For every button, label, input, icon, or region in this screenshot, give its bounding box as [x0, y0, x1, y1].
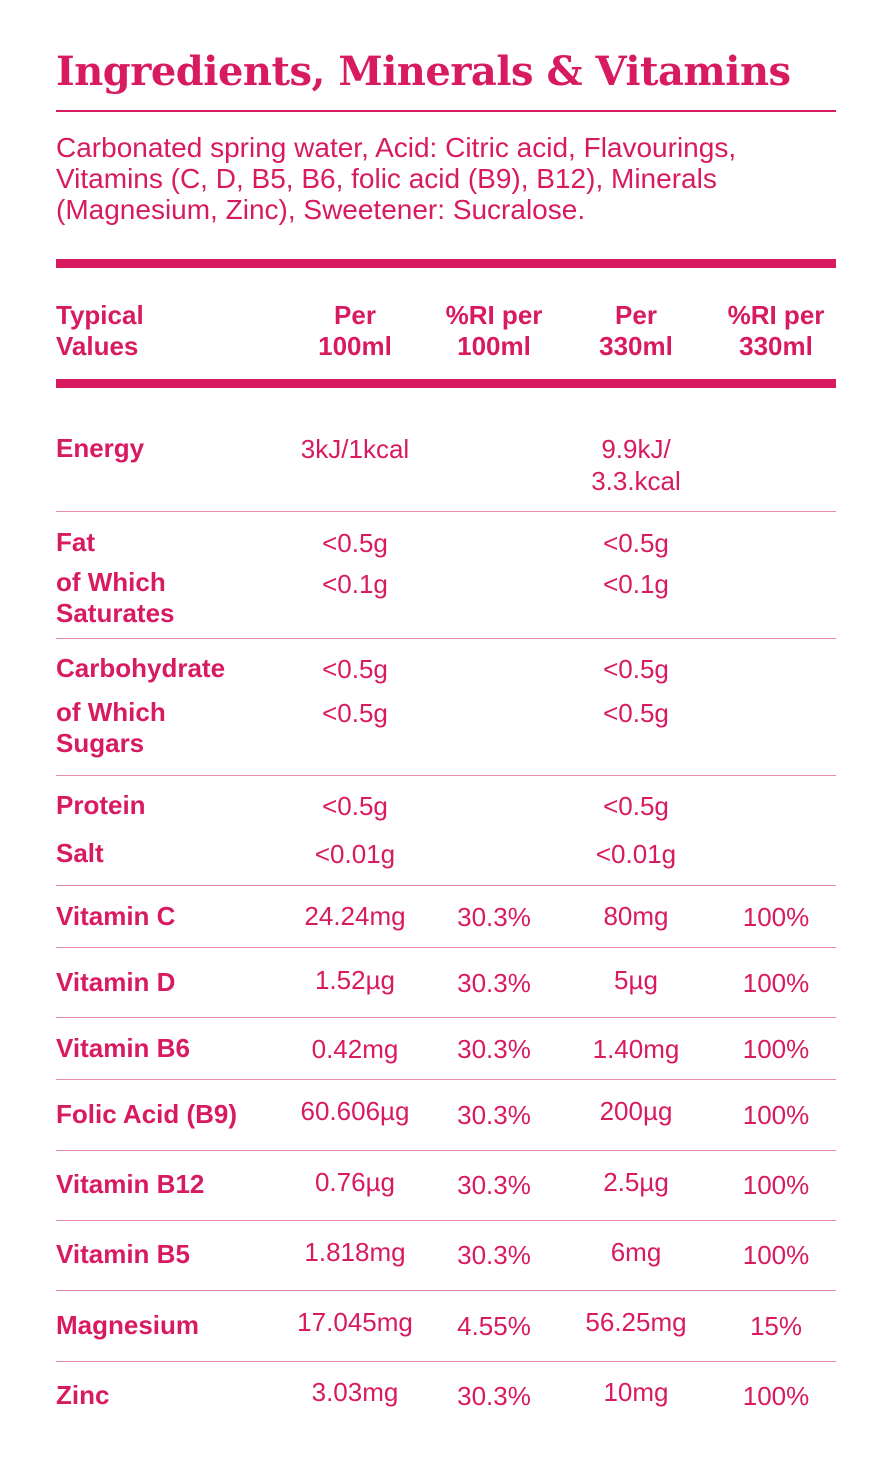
- value-per-100ml: 1.818mg: [304, 1237, 406, 1267]
- row-divider: [56, 1079, 836, 1080]
- value-ri-per-330ml: 100%: [742, 968, 810, 998]
- row-divider: [56, 885, 836, 886]
- value-per-100ml: 17.045mg: [297, 1307, 413, 1337]
- value-per-100ml: <0.01g: [314, 839, 396, 869]
- row-label: Vitamin B5: [56, 1239, 190, 1269]
- page-title: Ingredients, Minerals & Vitamins: [56, 48, 791, 95]
- row-divider: [56, 511, 836, 512]
- value-per-330ml: <0.1g: [603, 569, 669, 599]
- value-ri-per-330ml: 100%: [742, 902, 810, 932]
- value-per-100ml: <0.1g: [322, 569, 388, 599]
- row-divider: [56, 1220, 836, 1221]
- value-per-330ml: 56.25mg: [585, 1307, 687, 1337]
- row-label: Vitamin C: [56, 901, 176, 931]
- row-divider: [56, 1290, 836, 1291]
- value-per-330ml: 2.5µg: [603, 1167, 669, 1197]
- value-ri-per-100ml: 30.3%: [457, 1170, 531, 1200]
- value-ri-per-100ml: 30.3%: [457, 902, 531, 932]
- value-per-100ml: 24.24mg: [304, 901, 406, 931]
- value-ri-per-100ml: 30.3%: [457, 1034, 531, 1064]
- value-ri-per-330ml: 100%: [742, 1381, 810, 1411]
- row-label: of Which Saturates: [56, 567, 175, 628]
- value-ri-per-100ml: 30.3%: [457, 1100, 531, 1130]
- value-per-100ml: 60.606µg: [300, 1096, 410, 1126]
- value-per-330ml: 1.40mg: [592, 1034, 680, 1064]
- value-per-100ml: 3.03mg: [311, 1377, 399, 1407]
- header-typical-values: Typical Values: [56, 300, 144, 361]
- row-divider: [56, 1150, 836, 1151]
- value-per-330ml: <0.5g: [603, 791, 669, 821]
- value-per-330ml: <0.01g: [595, 839, 677, 869]
- value-per-330ml: 10mg: [603, 1377, 669, 1407]
- row-label: Energy: [56, 433, 145, 463]
- row-label: Vitamin B6: [56, 1033, 190, 1063]
- value-per-100ml: 3kJ/1kcal: [300, 434, 410, 464]
- value-per-100ml: <0.5g: [322, 791, 388, 821]
- row-label: Folic Acid (B9): [56, 1099, 238, 1129]
- value-ri-per-100ml: 30.3%: [457, 1381, 531, 1411]
- value-ri-per-330ml: 100%: [742, 1034, 810, 1064]
- value-per-330ml: 9.9kJ/ 3.3.kcal: [591, 434, 681, 496]
- row-label: Vitamin D: [56, 967, 176, 997]
- value-per-330ml: 200µg: [599, 1096, 673, 1126]
- header-bottom-rule: [56, 379, 836, 388]
- value-per-330ml: 6mg: [610, 1237, 662, 1267]
- row-label: Vitamin B12: [56, 1169, 205, 1199]
- row-label: Zinc: [56, 1380, 110, 1410]
- value-per-100ml: 1.52µg: [314, 965, 396, 995]
- value-per-330ml: 5µg: [614, 965, 658, 995]
- value-per-100ml: <0.5g: [322, 528, 388, 558]
- row-label: Magnesium: [56, 1310, 200, 1340]
- row-label: Fat: [56, 527, 95, 557]
- row-divider: [56, 947, 836, 948]
- value-per-330ml: <0.5g: [603, 698, 669, 728]
- value-per-330ml: <0.5g: [603, 654, 669, 684]
- row-divider: [56, 1017, 836, 1018]
- header-ri-per-330ml: %RI per 330ml: [727, 300, 825, 361]
- value-ri-per-330ml: 100%: [742, 1100, 810, 1130]
- value-per-100ml: <0.5g: [322, 654, 388, 684]
- value-ri-per-330ml: 100%: [742, 1240, 810, 1270]
- row-label: Salt: [56, 838, 104, 868]
- row-label: Protein: [56, 790, 146, 820]
- value-ri-per-100ml: 30.3%: [457, 968, 531, 998]
- value-ri-per-100ml: 4.55%: [457, 1311, 531, 1341]
- header-per-330ml: Per 330ml: [599, 300, 673, 361]
- value-per-330ml: 80mg: [603, 901, 669, 931]
- header-ri-per-100ml: %RI per 100ml: [445, 300, 543, 361]
- row-label: of Which Sugars: [56, 697, 166, 758]
- table-top-rule: [56, 259, 836, 268]
- value-per-100ml: <0.5g: [322, 698, 388, 728]
- value-per-100ml: 0.42mg: [311, 1034, 399, 1064]
- row-divider: [56, 1361, 836, 1362]
- title-divider: [56, 110, 836, 112]
- value-ri-per-100ml: 30.3%: [457, 1240, 531, 1270]
- ingredients-text: Carbonated spring water, Acid: Citric ac…: [56, 132, 737, 225]
- row-divider: [56, 638, 836, 639]
- value-per-330ml: <0.5g: [603, 528, 669, 558]
- value-ri-per-330ml: 15%: [749, 1311, 803, 1341]
- value-ri-per-330ml: 100%: [742, 1170, 810, 1200]
- row-divider: [56, 775, 836, 776]
- value-per-100ml: 0.76µg: [314, 1167, 396, 1197]
- row-label: Carbohydrate: [56, 653, 226, 683]
- header-per-100ml: Per 100ml: [318, 300, 392, 361]
